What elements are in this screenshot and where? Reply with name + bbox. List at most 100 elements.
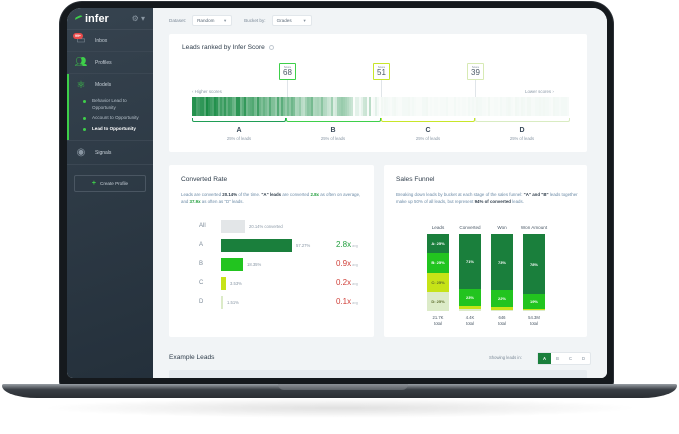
model-account-to-opportunity[interactable]: Account to Opportunity bbox=[67, 113, 153, 124]
score-stem bbox=[475, 80, 476, 97]
sidebar-item-label: Signals bbox=[95, 149, 112, 156]
sidebar-item-profiles[interactable]: 👥︎ Profiles bbox=[67, 52, 153, 74]
tab-grade-d[interactable]: D bbox=[581, 356, 586, 361]
settings-gear-icon[interactable]: ⚙ ▾ bbox=[131, 14, 145, 23]
grade-letter: All bbox=[199, 223, 206, 229]
conversion-bar bbox=[221, 257, 243, 271]
funnel-segment: 78% bbox=[523, 234, 545, 295]
logo-row: infer ⚙ ▾ bbox=[67, 8, 153, 30]
histogram-bin bbox=[346, 97, 349, 116]
histogram-bin bbox=[406, 97, 409, 116]
sidebar-item-models[interactable]: ⚛ Models bbox=[67, 74, 153, 96]
score-stem bbox=[381, 80, 382, 97]
histogram-bin bbox=[501, 97, 504, 116]
grade-a: A 25% of leads bbox=[192, 127, 286, 141]
grade-share: 25% of leads bbox=[509, 136, 535, 141]
dataset-select[interactable]: Random ▼ bbox=[192, 14, 233, 26]
info-icon[interactable] bbox=[268, 45, 274, 50]
grade-c: C 25% of leads bbox=[381, 127, 475, 141]
funnel-segment: B: 25% bbox=[427, 253, 449, 273]
histogram-bin bbox=[241, 97, 244, 116]
inbox-icon: ▭ bbox=[76, 35, 86, 46]
model-lead-to-opportunity[interactable]: Lead to Opportunity bbox=[67, 124, 153, 135]
funnel-segment: D: 25% bbox=[427, 291, 449, 311]
histogram-bin bbox=[457, 97, 460, 116]
histogram-bin bbox=[249, 97, 252, 116]
funnel-segment: A: 25% bbox=[427, 234, 449, 254]
score-marker-39: Score 39 bbox=[467, 63, 484, 80]
histogram-bin bbox=[340, 97, 343, 116]
histogram-bin bbox=[511, 97, 514, 116]
histogram-bin bbox=[414, 97, 417, 116]
histogram-bin bbox=[201, 97, 204, 116]
histogram-bin bbox=[275, 97, 278, 116]
bracket-a bbox=[192, 118, 286, 122]
histogram-bin bbox=[245, 97, 248, 116]
histogram-bin bbox=[467, 97, 470, 116]
histogram-bin bbox=[328, 97, 331, 116]
histogram-bin bbox=[392, 97, 395, 116]
histogram-bin bbox=[567, 97, 570, 116]
create-profile-label: Create Profile bbox=[100, 181, 129, 186]
funnel-column-header: Won bbox=[497, 225, 507, 230]
sidebar-item-signals[interactable]: ◉ Signals bbox=[67, 141, 153, 165]
sub-item-label: Lead to Opportunity bbox=[92, 125, 136, 131]
histogram-bin bbox=[338, 97, 341, 116]
histogram-bin bbox=[217, 97, 220, 116]
histogram-bin bbox=[442, 97, 445, 116]
histogram-bin bbox=[382, 97, 385, 116]
histogram-bin bbox=[209, 97, 212, 116]
histogram-bin bbox=[519, 97, 522, 116]
logo-swoosh-icon bbox=[74, 14, 84, 23]
histogram-bin bbox=[509, 97, 512, 116]
conversion-bar bbox=[221, 276, 226, 290]
funnel-column-header: Leads bbox=[431, 225, 445, 230]
score-histogram bbox=[192, 97, 570, 116]
sales-funnel-title: Sales Funnel bbox=[396, 176, 435, 183]
sidebar-item-inbox[interactable]: ▭ 99+ Inbox bbox=[67, 30, 153, 52]
histogram-bin bbox=[319, 97, 321, 116]
histogram-bin bbox=[315, 97, 318, 116]
inbox-badge: 99+ bbox=[73, 33, 83, 39]
grade-letter: C bbox=[199, 280, 204, 286]
histogram-bin bbox=[330, 97, 333, 116]
histogram-bin bbox=[281, 97, 284, 116]
conversion-row: B 18.35% bbox=[199, 257, 261, 271]
bucket-select[interactable]: Grades ▼ bbox=[271, 14, 312, 26]
histogram-bin bbox=[320, 97, 323, 116]
bullet-icon bbox=[83, 127, 86, 131]
histogram-bin bbox=[436, 97, 439, 116]
histogram-bin bbox=[303, 97, 306, 116]
histogram-bin bbox=[549, 97, 552, 116]
histogram-bin bbox=[215, 97, 218, 116]
histogram-bin bbox=[233, 97, 236, 116]
histogram-bin bbox=[412, 97, 415, 116]
model-behavior-lead-to-opportunity[interactable]: Behavior Lead to Opportunity bbox=[67, 96, 153, 113]
histogram-bin bbox=[531, 97, 534, 116]
histogram-bin bbox=[213, 97, 216, 116]
tab-grade-a[interactable]: A bbox=[538, 353, 551, 364]
higher-scores-link[interactable]: ‹ Higher scores bbox=[192, 89, 222, 94]
histogram-bin bbox=[354, 97, 357, 116]
histogram-bin bbox=[372, 97, 375, 116]
histogram-bin bbox=[535, 97, 538, 116]
sidebar-item-label: Profiles bbox=[95, 59, 112, 66]
histogram-bin bbox=[553, 97, 556, 116]
tab-grade-b[interactable]: B bbox=[556, 356, 559, 361]
score-marker-68: Score 68 bbox=[279, 63, 296, 80]
histogram-bin bbox=[289, 97, 292, 116]
infer-logo[interactable]: infer bbox=[74, 13, 109, 25]
create-profile-button[interactable]: + Create Profile bbox=[74, 175, 146, 192]
histogram-bin bbox=[545, 97, 548, 116]
histogram-bin bbox=[559, 97, 562, 116]
lower-scores-link[interactable]: Lower scores › bbox=[525, 89, 554, 94]
histogram-bin bbox=[499, 97, 502, 116]
histogram-bin bbox=[533, 97, 536, 116]
histogram-bin bbox=[463, 97, 466, 116]
conversion-pct: 3.53% bbox=[230, 280, 242, 286]
dataset-value: Random bbox=[197, 17, 215, 23]
marker-value: 51 bbox=[377, 68, 386, 77]
histogram-bin bbox=[515, 97, 518, 116]
histogram-bin bbox=[269, 97, 272, 116]
tab-grade-c[interactable]: C bbox=[568, 356, 573, 361]
